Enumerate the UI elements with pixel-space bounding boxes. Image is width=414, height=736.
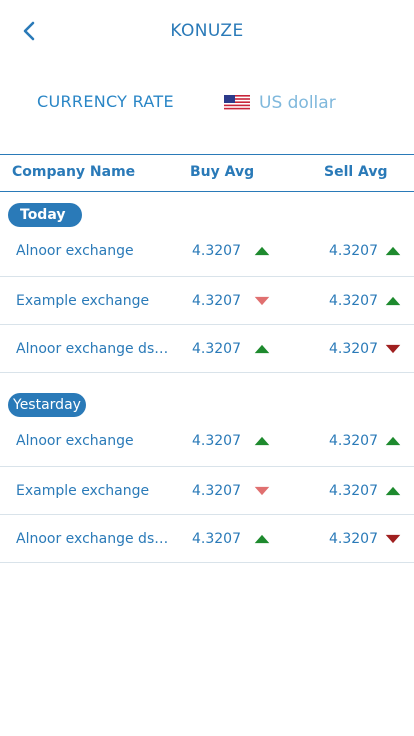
column-header-company: Company Name	[12, 164, 136, 180]
company-name: Example exchange	[16, 293, 150, 309]
column-header-buy: Buy Avg	[190, 164, 255, 180]
trend-up-icon	[385, 296, 401, 306]
buy-avg-value: 4.3207	[192, 531, 241, 547]
app-header: KONUZE	[0, 0, 414, 64]
sell-avg-value: 4.3207	[329, 433, 378, 449]
trend-down-icon	[385, 534, 401, 544]
company-name: Alnoor exchange	[16, 433, 134, 449]
currency-row: CURRENCY RATE US dollar	[0, 88, 414, 118]
sell-avg-value: 4.3207	[329, 483, 378, 499]
sell-avg-value: 4.3207	[329, 531, 378, 547]
sell-avg-value: 4.3207	[329, 293, 378, 309]
buy-avg-value: 4.3207	[192, 483, 241, 499]
trend-up-icon	[254, 344, 270, 354]
selected-currency: US dollar	[259, 93, 336, 113]
us-flag-icon	[224, 95, 250, 111]
table-row[interactable]: Example exchange 4.3207 4.3207	[0, 277, 414, 325]
table-row[interactable]: Alnoor exchange dsd... 4.3207 4.3207	[0, 325, 414, 373]
sell-avg-value: 4.3207	[329, 243, 378, 259]
company-name: Alnoor exchange dsd...	[16, 531, 176, 547]
buy-avg-value: 4.3207	[192, 341, 241, 357]
currency-rate-label: CURRENCY RATE	[37, 92, 174, 111]
company-name: Example exchange	[16, 483, 150, 499]
buy-avg-value: 4.3207	[192, 293, 241, 309]
table-row[interactable]: Alnoor exchange 4.3207 4.3207	[0, 227, 414, 277]
trend-down-icon	[385, 344, 401, 354]
buy-avg-value: 4.3207	[192, 433, 241, 449]
trend-down-icon	[254, 486, 270, 496]
column-header-sell: Sell Avg	[324, 164, 388, 180]
chevron-left-icon[interactable]	[20, 19, 40, 43]
trend-up-icon	[385, 436, 401, 446]
buy-avg-value: 4.3207	[192, 243, 241, 259]
trend-up-icon	[254, 246, 270, 256]
company-name: Alnoor exchange	[16, 243, 134, 259]
section-yesterday: Yestarday Alnoor exchange 4.3207 4.3207 Exa…	[0, 393, 414, 563]
section-badge-yesterday: Yestarday	[8, 393, 86, 417]
trend-down-icon	[254, 296, 270, 306]
currency-selector[interactable]: US dollar	[224, 88, 336, 118]
trend-up-icon	[254, 534, 270, 544]
company-name: Alnoor exchange dsd...	[16, 341, 176, 357]
trend-up-icon	[385, 486, 401, 496]
trend-up-icon	[385, 246, 401, 256]
table-header: Company Name Buy Avg Sell Avg	[0, 154, 414, 192]
table-row[interactable]: Alnoor exchange dsd... 4.3207 4.3207	[0, 515, 414, 563]
table-row[interactable]: Alnoor exchange 4.3207 4.3207	[0, 417, 414, 467]
trend-up-icon	[254, 436, 270, 446]
section-badge-today: Today	[8, 203, 83, 227]
sell-avg-value: 4.3207	[329, 341, 378, 357]
page-title: KONUZE	[170, 21, 244, 41]
table-row[interactable]: Example exchange 4.3207 4.3207	[0, 467, 414, 515]
section-today: Today Alnoor exchange 4.3207 4.3207 Example…	[0, 203, 414, 373]
